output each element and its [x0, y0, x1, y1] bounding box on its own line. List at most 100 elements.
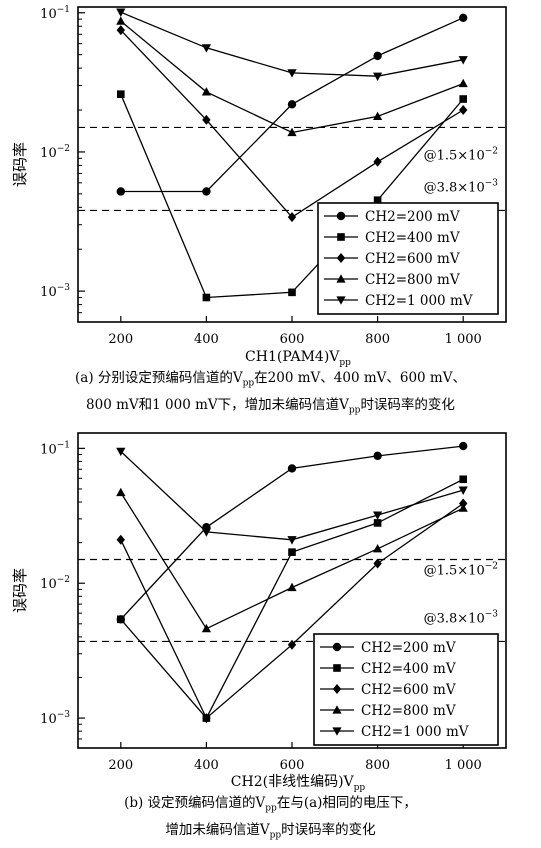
data-point: [373, 451, 382, 461]
caption-a: (a) 分别设定预编码信道的Vpp在200 mV、400 mV、600 mV、 …: [0, 368, 541, 421]
data-point: [287, 127, 297, 137]
data-point: [201, 87, 211, 96]
legend-marker: [336, 274, 346, 283]
y-tick-label: 10−2: [40, 144, 70, 161]
data-point: [116, 25, 125, 36]
data-point: [288, 548, 296, 556]
x-tick-label: 600: [280, 758, 305, 773]
data-point: [459, 95, 467, 103]
threshold-label: @1.5×10−2: [424, 146, 498, 163]
y-axis-label: 误码率: [11, 142, 29, 187]
data-point: [459, 105, 468, 116]
y-tick-label: 10−1: [40, 5, 70, 22]
threshold-label: @3.8×10−3: [424, 178, 499, 195]
data-point: [373, 156, 382, 167]
x-tick-label: 1 000: [445, 332, 482, 347]
x-axis-label: CH2(非线性编码)Vpp: [231, 774, 366, 793]
y-axis-label-text: 误码率: [11, 568, 29, 613]
caption-b-line-2: 增加未编码信道Vpp时误码率的变化: [165, 821, 376, 841]
data-point: [373, 196, 382, 205]
threshold-label: @1.5×10−2: [424, 561, 498, 578]
data-point: [202, 114, 211, 125]
legend-label: CH2=600 mV: [361, 682, 456, 698]
x-tick-label: 400: [194, 758, 219, 773]
series-line: [120, 29, 464, 219]
data-point: [201, 528, 211, 537]
data-point: [373, 558, 382, 569]
legend-label: CH2=800 mV: [361, 703, 456, 719]
data-point: [117, 615, 125, 624]
chart-b: 200 400 600 800 1 000 10−1 10−2 10−3 误码率 CH2(非线性编…: [11, 432, 507, 793]
data-point: [202, 293, 211, 302]
y-tick-label: 10−3: [40, 710, 70, 727]
data-point: [459, 13, 468, 23]
data-point: [287, 69, 297, 78]
data-point: [459, 441, 468, 451]
data-point: [373, 72, 383, 82]
data-point: [201, 623, 211, 633]
data-point: [373, 519, 382, 527]
legend-label: CH2=1 000 mV: [361, 724, 469, 740]
data-point: [201, 44, 211, 53]
caption-a-line-2: 800 mV和1 000 mV下，增加未编码信道Vpp时误码率的变化: [86, 396, 455, 416]
data-point: [287, 582, 297, 592]
y-axis-label: 误码率: [11, 568, 29, 613]
legend-marker: [337, 233, 345, 241]
data-point: [458, 56, 468, 65]
x-tick-label: 800: [365, 332, 390, 347]
caption-a-line-1: (a) 分别设定预编码信道的Vpp在200 mV、400 mV、600 mV、: [75, 370, 466, 389]
data-point: [116, 187, 126, 196]
data-point: [116, 447, 126, 457]
data-point: [287, 639, 297, 650]
series-line: [120, 492, 464, 630]
data-point: [373, 543, 383, 553]
data-point: [202, 713, 211, 724]
data-point: [458, 503, 468, 512]
legend-marker: [332, 727, 342, 736]
threshold-label: @3.8×10−3: [424, 609, 499, 626]
y-tick-label: 10−3: [40, 283, 70, 300]
legend-marker: [336, 211, 346, 221]
data-point: [116, 8, 126, 17]
legend-label: CH2=200 mV: [361, 640, 456, 656]
y-axis-label-text: 误码率: [11, 142, 29, 187]
x-tick-label: 400: [194, 332, 219, 347]
legend-label: CH2=400 mV: [365, 230, 460, 246]
data-point: [287, 536, 297, 545]
x-tick-label: 1 000: [445, 758, 482, 773]
legend-marker: [333, 664, 341, 672]
legend-label: CH2=600 mV: [365, 251, 460, 267]
data-point: [287, 100, 297, 109]
data-point: [116, 487, 126, 497]
legend-marker: [336, 253, 346, 263]
data-point: [458, 78, 468, 88]
legend-label: CH2=400 mV: [361, 661, 456, 677]
data-point: [288, 288, 296, 297]
x-axis-label: CH1(PAM4)Vpp: [245, 349, 351, 368]
legend-marker: [332, 705, 342, 714]
data-point: [458, 486, 468, 495]
data-point: [202, 187, 211, 196]
data-point: [287, 464, 297, 473]
data-point: [373, 51, 382, 61]
caption-b: (b) 设定预编码信道的Vpp在与(a)相同的电压下， 增加未编码信道Vpp时误…: [0, 793, 541, 846]
x-tick-label: 200: [108, 758, 133, 773]
x-tick-label: 200: [108, 332, 133, 347]
legend-label: CH2=800 mV: [365, 272, 460, 288]
legend-label: CH2=1 000 mV: [365, 293, 473, 309]
x-tick-label: 800: [365, 758, 390, 773]
x-tick-label: 600: [280, 332, 305, 347]
y-tick-label: 10−2: [40, 575, 70, 592]
legend-box: [317, 202, 499, 315]
data-point: [373, 111, 383, 121]
legend-label: CH2=200 mV: [365, 209, 460, 225]
data-point: [116, 16, 126, 25]
data-point: [459, 475, 467, 484]
data-point: [116, 534, 125, 545]
y-tick-label: 10−1: [40, 440, 70, 457]
data-point: [117, 90, 125, 98]
data-point: [287, 212, 297, 223]
legend-marker: [332, 642, 342, 652]
legend-marker: [336, 296, 346, 305]
